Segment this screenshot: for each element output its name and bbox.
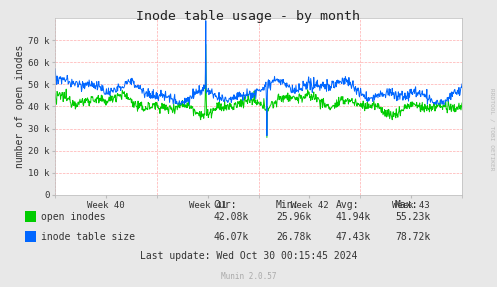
Text: 46.07k: 46.07k xyxy=(214,232,249,242)
Y-axis label: number of open inodes: number of open inodes xyxy=(15,45,25,168)
Text: 47.43k: 47.43k xyxy=(335,232,371,242)
Text: inode table size: inode table size xyxy=(41,232,135,242)
Text: 55.23k: 55.23k xyxy=(395,212,430,222)
Text: 26.78k: 26.78k xyxy=(276,232,311,242)
Text: Max:: Max: xyxy=(395,200,418,210)
Text: 42.08k: 42.08k xyxy=(214,212,249,222)
Text: Last update: Wed Oct 30 00:15:45 2024: Last update: Wed Oct 30 00:15:45 2024 xyxy=(140,251,357,261)
Text: Min:: Min: xyxy=(276,200,299,210)
Text: RRDTOOL / TOBI OETIKER: RRDTOOL / TOBI OETIKER xyxy=(490,88,495,170)
Text: Avg:: Avg: xyxy=(335,200,359,210)
Text: 78.72k: 78.72k xyxy=(395,232,430,242)
Text: 25.96k: 25.96k xyxy=(276,212,311,222)
Text: open inodes: open inodes xyxy=(41,212,105,222)
Text: Cur:: Cur: xyxy=(214,200,237,210)
Text: 41.94k: 41.94k xyxy=(335,212,371,222)
Text: Munin 2.0.57: Munin 2.0.57 xyxy=(221,272,276,281)
Text: Inode table usage - by month: Inode table usage - by month xyxy=(137,10,360,23)
